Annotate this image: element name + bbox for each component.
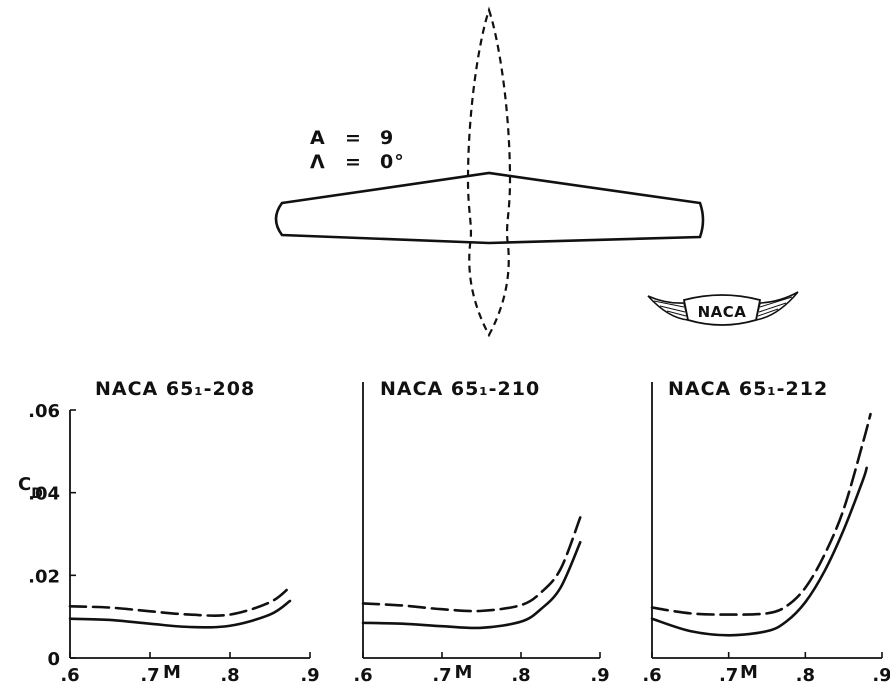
x-tick-label: .7 — [432, 665, 451, 682]
series-line-solid — [650, 466, 868, 637]
fuselage-outline — [466, 6, 512, 338]
y-tick-label: 0 — [47, 649, 60, 670]
x-axis-label: M — [455, 662, 473, 682]
wing-planform — [274, 171, 705, 245]
series-line-dashed — [68, 585, 292, 617]
chart-title: NACA 65₁-210 — [380, 378, 540, 400]
series-line-dashed — [650, 412, 872, 616]
chart-panel-65-1-212: NACA 65₁-212 .6 .7 .8 .9 M — [642, 378, 890, 682]
y-tick-label: .06 — [28, 401, 60, 422]
naca-logo-shield — [682, 294, 762, 326]
chart-title: NACA 65₁-212 — [668, 378, 828, 400]
y-tick-label: .04 — [28, 484, 60, 505]
x-tick-label: .6 — [60, 665, 79, 682]
y-axis-label: CD — [18, 474, 43, 502]
sweep-equals: = — [345, 151, 362, 173]
x-tick-label: .8 — [511, 665, 530, 682]
aspect-ratio-equals: = — [345, 127, 362, 149]
series-line-solid — [68, 599, 292, 629]
x-tick-label: .9 — [300, 665, 319, 682]
x-axis-label: M — [740, 662, 758, 682]
aspect-ratio-value: 9 — [380, 127, 394, 149]
x-axis-label: M — [163, 662, 181, 682]
sweep-symbol: Λ — [310, 151, 326, 173]
x-tick-label: .7 — [140, 665, 159, 682]
chart-title: NACA 65₁-208 — [95, 378, 255, 400]
naca-logo: NACA — [647, 291, 799, 326]
x-tick-label: .9 — [590, 665, 609, 682]
wing-parameters: A = 9 Λ = 0° — [310, 127, 405, 173]
y-tick-label: .02 — [28, 566, 60, 587]
series-line-solid — [361, 540, 582, 630]
x-tick-label: .8 — [796, 665, 815, 682]
x-tick-label: .9 — [872, 665, 890, 682]
x-tick-label: .8 — [220, 665, 239, 682]
aspect-ratio-symbol: A — [310, 127, 326, 149]
series-line-dashed — [361, 516, 582, 613]
x-tick-label: .6 — [642, 665, 661, 682]
sweep-value: 0° — [380, 151, 405, 173]
chart-panel-65-1-210: NACA 65₁-210 .6 .7 .8 .9 M — [353, 378, 609, 682]
x-tick-label: .6 — [353, 665, 372, 682]
x-tick-label: .7 — [719, 665, 738, 682]
naca-logo-text: NACA — [698, 303, 747, 321]
chart-panel-65-1-208: NACA 65₁-208 .6 .7 .8 .9 0 .02 .04 .06 M CD — [18, 378, 320, 682]
